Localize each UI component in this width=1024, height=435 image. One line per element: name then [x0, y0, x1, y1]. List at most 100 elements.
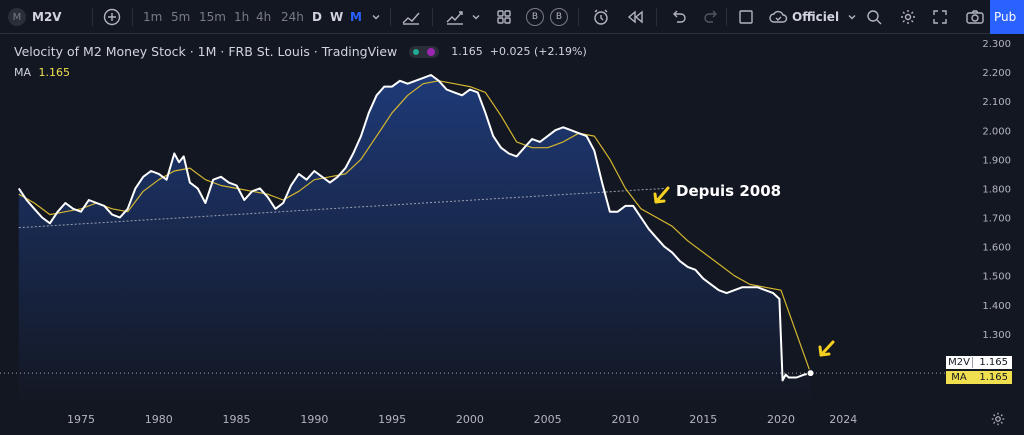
symbol-search[interactable]: M M2V [8, 0, 62, 34]
ma-legend-value: 1.165 [38, 66, 71, 79]
price-tag-ma-value: 1.165 [979, 372, 1008, 383]
b-badge: B [550, 8, 568, 26]
timeframe-4h[interactable]: 4h [256, 10, 272, 24]
chevron-down-icon [848, 15, 856, 20]
visibility-toggle[interactable] [409, 45, 440, 58]
legend-last-value: 1.165 [451, 45, 483, 58]
chart-style-button[interactable] [400, 0, 422, 34]
last-point-marker [806, 369, 815, 378]
m2v-line [17, 74, 811, 382]
timeframe-dropdown[interactable] [370, 0, 382, 34]
divider [726, 8, 727, 26]
price-chart[interactable]: 2.300 2.200 2.100 2.000 1.900 1.800 1.700 1.600… [0, 34, 1024, 435]
x-tick-label: 2024 [829, 413, 857, 426]
price-tag-m2v-value: 1.165 [979, 357, 1008, 368]
annotation-arrow-upper [653, 186, 670, 204]
settings-button[interactable] [898, 0, 918, 34]
square-icon [739, 10, 753, 24]
official-button[interactable]: Officiel [768, 0, 857, 34]
ma-line [18, 80, 812, 374]
y-tick-label: 1.500 [982, 272, 1011, 283]
x-tick-label: 1995 [378, 413, 406, 426]
rewind-icon [627, 10, 643, 24]
ma-legend[interactable]: MA 1.165 [14, 66, 70, 79]
price-tag-ma-label: MA [951, 372, 967, 383]
snapshot-button[interactable] [964, 0, 986, 34]
replay-button[interactable] [624, 0, 646, 34]
fullscreen-layout-button[interactable] [736, 0, 756, 34]
ma-legend-label: MA [14, 66, 32, 79]
alert-button[interactable] [590, 0, 612, 34]
x-tick-label: 2010 [611, 413, 639, 426]
price-tag-m2v: M2V 1.165 [946, 356, 1012, 369]
alarm-clock-icon [594, 9, 608, 25]
add-symbol-button[interactable] [102, 0, 122, 34]
divider [132, 8, 133, 26]
legend-title[interactable]: Velocity of M2 Money Stock · 1M · FRB St… [14, 44, 398, 59]
b-badge: B [526, 8, 544, 26]
search-icon [867, 10, 882, 25]
series-layer [17, 74, 812, 382]
green-dot [413, 48, 420, 55]
fullscreen-button[interactable] [930, 0, 950, 34]
indicators-button[interactable] [444, 0, 466, 34]
undo-icon [673, 10, 686, 23]
plus-circle-icon [103, 8, 121, 26]
x-axis: 1975 1980 1985 1990 1995 2000 2005 2010 2015 2020… [67, 413, 857, 426]
timeframe-24h[interactable]: 24h [281, 10, 304, 24]
gear-icon [991, 412, 1005, 426]
chart-settings-button[interactable] [990, 411, 1006, 431]
badge-b-second[interactable]: B [550, 0, 568, 34]
layout-button[interactable] [494, 0, 514, 34]
y-tick-label: 2.000 [982, 126, 1011, 137]
expand-icon [933, 10, 947, 24]
camera-icon [966, 10, 984, 24]
x-tick-label: 1985 [223, 413, 251, 426]
timeframe-d[interactable]: D [312, 10, 322, 24]
symbol-logo: M [8, 8, 26, 26]
y-tick-label: 1.900 [982, 155, 1011, 166]
search-button[interactable] [864, 0, 884, 34]
x-tick-label: 2015 [689, 413, 717, 426]
x-tick-label: 1980 [145, 413, 173, 426]
symbol-name: M2V [32, 10, 62, 24]
timeframe-m[interactable]: M [350, 10, 362, 24]
y-tick-label: 1.300 [982, 330, 1011, 341]
price-tag-ma: MA 1.165 [946, 371, 1012, 384]
timeframe-1m[interactable]: 1m [143, 10, 163, 24]
redo-icon [704, 10, 717, 23]
purple-dot [427, 47, 436, 56]
annotation-arrow-lower [818, 340, 835, 357]
y-tick-label: 1.600 [982, 243, 1011, 254]
redo-button[interactable] [702, 0, 722, 34]
y-tick-label: 1.800 [982, 184, 1011, 195]
annotation-text: Depuis 2008 [676, 182, 782, 200]
divider [432, 8, 433, 26]
chevron-down-icon [372, 15, 380, 20]
y-tick-label: 1.700 [982, 214, 1011, 225]
indicators-icon [446, 11, 463, 25]
gear-icon [901, 10, 915, 24]
timeframe-5m[interactable]: 5m [171, 10, 191, 24]
x-tick-label: 1975 [67, 413, 95, 426]
y-tick-label: 2.200 [982, 68, 1011, 79]
cloud-check-icon [769, 10, 788, 23]
undo-button[interactable] [668, 0, 688, 34]
divider [92, 8, 93, 26]
divider [656, 8, 657, 26]
x-tick-label: 2000 [456, 413, 484, 426]
timeframe-1h[interactable]: 1h [234, 10, 250, 24]
chevron-down-icon [472, 15, 480, 20]
timeframe-15m[interactable]: 15m [199, 10, 226, 24]
y-tick-label: 2.300 [982, 39, 1011, 50]
indicators-dropdown[interactable] [470, 0, 482, 34]
price-tag-m2v-label: M2V [946, 357, 973, 368]
x-tick-label: 1990 [300, 413, 328, 426]
badge-b-first[interactable]: B [526, 0, 544, 34]
grid-icon [497, 10, 511, 24]
publish-button[interactable]: Pub [990, 0, 1024, 34]
official-label: Officiel [792, 10, 840, 24]
chart-legend: Velocity of M2 Money Stock · 1M · FRB St… [14, 44, 587, 59]
legend-change: +0.025 (+2.19%) [489, 45, 587, 58]
timeframe-w[interactable]: W [330, 10, 344, 24]
